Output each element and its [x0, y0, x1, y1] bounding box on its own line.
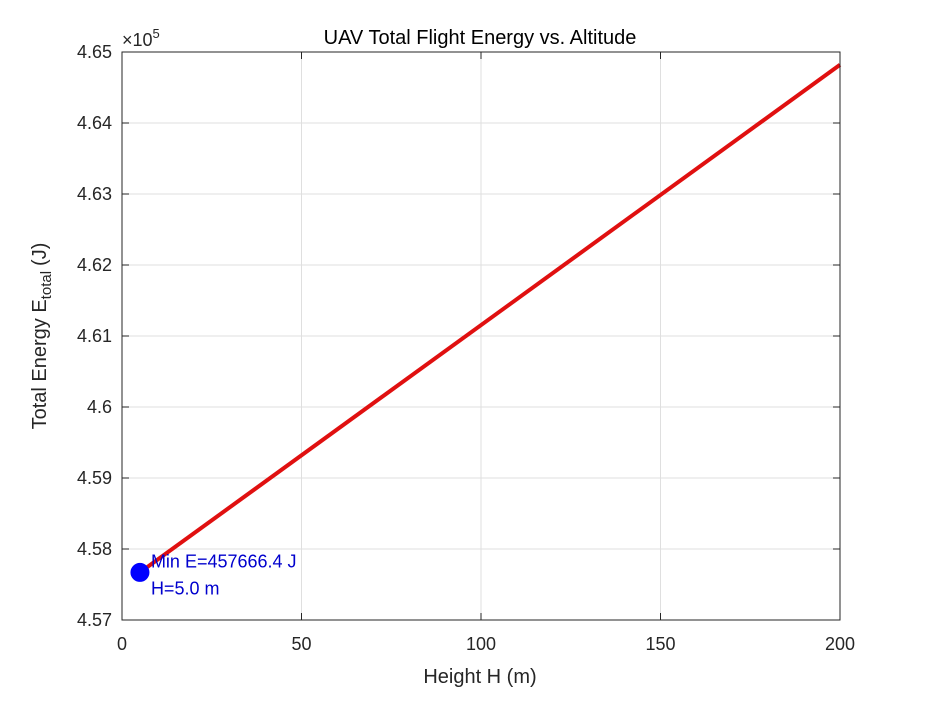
tick-labels: 0 50 100 150 200 4.57 4.58 4.59 4.6 4.61 4.62 4.63 4…: [77, 42, 855, 654]
chart-title: UAV Total Flight Energy vs. Altitude: [324, 27, 637, 49]
y-tick-label: 4.64: [77, 113, 112, 133]
y-exponent-label: ×105: [122, 26, 160, 50]
y-tick-label: 4.63: [77, 184, 112, 204]
x-tick-label: 100: [466, 634, 496, 654]
ticks: [121, 51, 841, 621]
y-axis-label-subscript: total: [38, 271, 55, 299]
y-tick-label: 4.59: [77, 468, 112, 488]
min-annotation-line2: H=5.0 m: [151, 578, 220, 598]
y-tick-label: 4.62: [77, 255, 112, 275]
x-tick-label: 50: [291, 634, 311, 654]
min-marker: [130, 562, 150, 582]
y-tick-label: 4.6: [87, 397, 112, 417]
y-exponent-base: ×10: [122, 30, 153, 50]
y-tick-label: 4.57: [77, 610, 112, 630]
y-exponent-power: 5: [153, 26, 160, 41]
series-line: [138, 63, 842, 575]
y-axis-label-main: Total Energy E: [29, 299, 51, 429]
y-axis-label-unit: (J): [29, 243, 51, 266]
x-tick-label: 0: [117, 634, 127, 654]
x-tick-label: 150: [645, 634, 675, 654]
y-tick-label: 4.58: [77, 539, 112, 559]
min-annotation-line1: Min E=457666.4 J: [151, 551, 297, 571]
series-layer: [130, 63, 842, 582]
x-tick-label: 200: [825, 634, 855, 654]
x-axis-label: Height H (m): [423, 666, 536, 688]
y-axis-label: Total Energy Etotal (J): [29, 243, 55, 430]
y-tick-label: 4.61: [77, 326, 112, 346]
y-tick-label: 4.65: [77, 42, 112, 62]
